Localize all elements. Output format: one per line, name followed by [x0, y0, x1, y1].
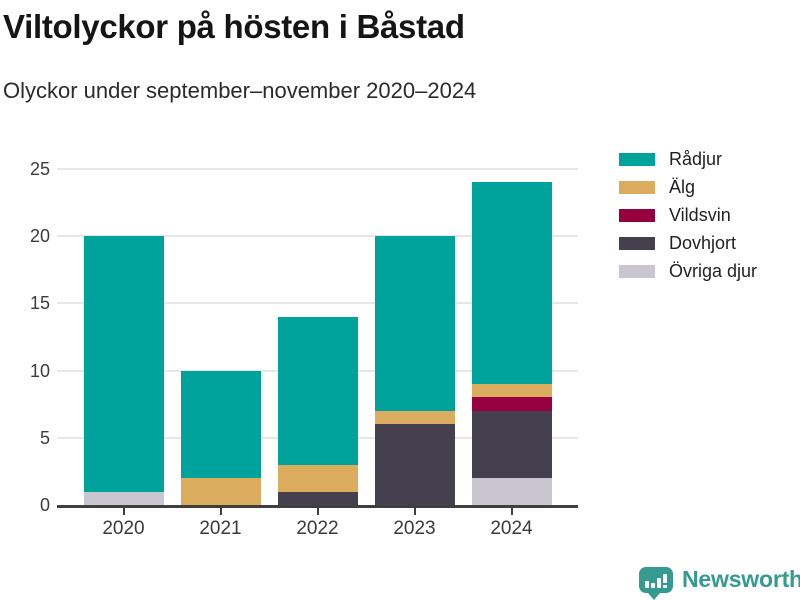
bar-segment-2024-Vildsvin [471, 397, 552, 411]
y-axis-label: 15 [29, 293, 50, 314]
bar-segment-2023-Älg [374, 410, 455, 425]
x-tick-2022 [316, 508, 319, 515]
legend-swatch [619, 181, 655, 194]
bar-segment-2021-Älg [180, 478, 261, 505]
x-tick-2020 [122, 508, 125, 515]
bar-segment-2022-Älg [277, 464, 358, 492]
legend-label: Älg [669, 177, 696, 197]
legend: Rådjur Älg Vildsvin Dovhjort Övriga djur [619, 149, 758, 291]
x-axis-label-2020: 2020 [102, 518, 145, 539]
logo-bar [645, 580, 649, 588]
y-axis-label: 25 [29, 159, 50, 179]
legend-swatch [619, 237, 655, 250]
x-tick-2021 [219, 508, 222, 515]
logo-bar [657, 577, 661, 588]
logo-mini-bars [645, 573, 667, 588]
bar-chart-speech-bubble-icon [639, 566, 673, 600]
bar-segment-2024-Övriga djur [471, 478, 552, 505]
newsworthy-logo: Newsworthy [639, 566, 800, 600]
y-axis-label: 10 [29, 360, 50, 381]
legend-swatch [619, 265, 655, 278]
legend-item-Dovhjort: Dovhjort [619, 233, 757, 253]
bar-segment-2022-Dovhjort [277, 491, 358, 505]
bar-segment-2021-Rådjur [180, 370, 261, 479]
y-axis-label: 0 [39, 495, 50, 515]
x-tick-2024 [510, 508, 513, 515]
x-axis-label-2023: 2023 [393, 518, 436, 539]
speech-bubble-tail [648, 592, 660, 600]
bar-segment-2022-Rådjur [277, 316, 358, 465]
bar-segment-2024-Älg [471, 384, 552, 398]
x-axis-line [57, 505, 578, 508]
legend-swatch [619, 153, 655, 166]
legend-item-Rådjur: Rådjur [619, 149, 757, 169]
x-axis-label-2024: 2024 [490, 518, 533, 539]
bar-segment-2020-Övriga djur [83, 491, 164, 505]
page-subtitle: Olyckor under september–november 2020–20… [3, 78, 477, 103]
legend-item-Övriga djur: Övriga djur [619, 261, 758, 281]
legend-label: Vildsvin [669, 205, 731, 225]
logo-bar [651, 582, 655, 588]
x-axis-label-2021: 2021 [199, 518, 242, 539]
legend-label: Rådjur [669, 149, 723, 169]
legend-item-Älg: Älg [619, 177, 757, 197]
bar-segment-2024-Rådjur [471, 182, 552, 385]
x-tick-2023 [413, 508, 416, 515]
x-axis-label-2022: 2022 [296, 518, 339, 539]
gridline-y15 [57, 302, 578, 305]
legend-item-Vildsvin: Vildsvin [619, 205, 757, 225]
logo-text: Newsworthy [682, 566, 800, 592]
legend-swatch [619, 209, 655, 222]
legend-label: Övriga djur [669, 261, 758, 281]
bar-segment-2024-Dovhjort [471, 410, 552, 479]
y-axis-label: 20 [29, 226, 50, 247]
bar-segment-2020-Rådjur [83, 236, 164, 492]
logo-exclamation [663, 573, 667, 588]
y-axis-label: 5 [39, 427, 50, 448]
plot-area [57, 168, 578, 505]
legend-label: Dovhjort [669, 233, 737, 253]
page-title: Viltolyckor på hösten i Båstad [3, 8, 465, 45]
bar-segment-2023-Dovhjort [374, 424, 455, 505]
gridline-y25 [57, 168, 578, 170]
gridline-y20 [57, 235, 578, 238]
bar-segment-2023-Rådjur [374, 236, 455, 411]
